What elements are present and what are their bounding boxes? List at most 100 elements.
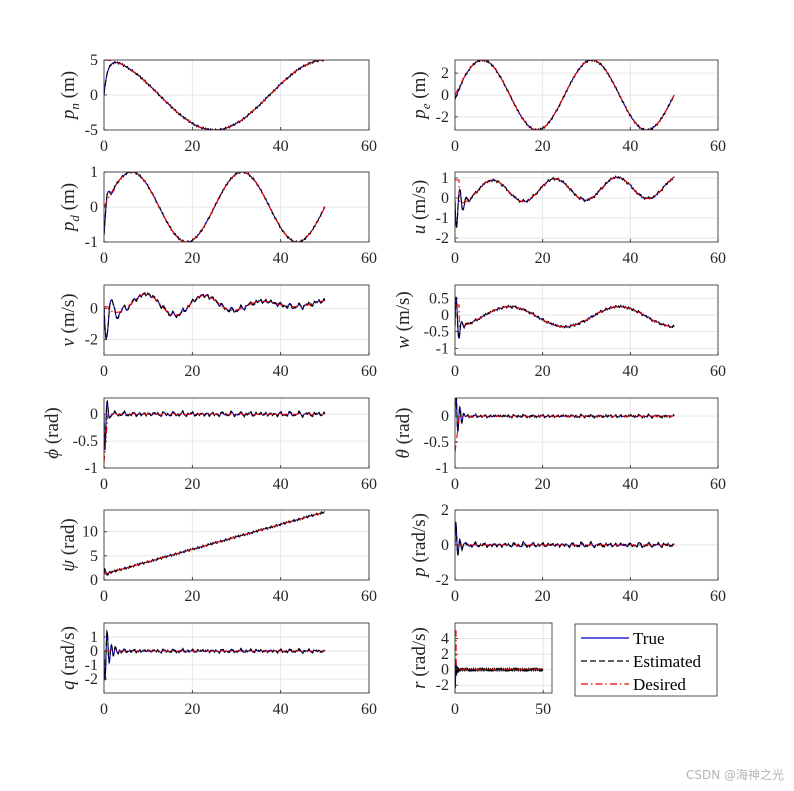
y-tick-label: -0.5 bbox=[424, 434, 449, 451]
x-tick-label: 20 bbox=[184, 138, 200, 155]
x-tick-label: 20 bbox=[535, 250, 551, 267]
axes-box bbox=[103, 284, 370, 356]
series-desired-line bbox=[104, 293, 325, 316]
y-tick-label: -1 bbox=[85, 657, 98, 674]
series-desired-line bbox=[104, 511, 325, 575]
y-axis-label: ψ (rad) bbox=[58, 518, 79, 571]
y-tick-label: -5 bbox=[85, 122, 98, 139]
y-tick-label: -1 bbox=[436, 460, 449, 477]
y-tick-label: 2 bbox=[441, 646, 449, 663]
x-tick-label: 20 bbox=[535, 476, 551, 493]
legend-label-estimated: Estimated bbox=[633, 652, 701, 671]
subplot-w: 0 20 40 60-1-0.500.5w (m/s) bbox=[393, 284, 726, 380]
y-axis-label: ϕ (rad) bbox=[42, 407, 63, 459]
series-estimated-line bbox=[455, 296, 675, 341]
series-estimated-line bbox=[455, 659, 544, 688]
y-tick-label: 1 bbox=[90, 164, 98, 181]
y-tick-label: 0 bbox=[90, 300, 98, 317]
x-tick-label: 40 bbox=[622, 476, 638, 493]
x-tick-label: 50 bbox=[535, 701, 551, 718]
y-axis-label: v (m/s) bbox=[58, 293, 79, 346]
y-tick-label: -2 bbox=[85, 671, 98, 688]
x-tick-label: 40 bbox=[622, 138, 638, 155]
y-tick-label: 5 bbox=[90, 548, 98, 565]
x-tick-label: 0 bbox=[451, 476, 459, 493]
y-tick-label: -1 bbox=[85, 234, 98, 251]
y-axis-label: pd (m) bbox=[58, 183, 82, 233]
axes-box bbox=[103, 397, 370, 469]
x-tick-label: 20 bbox=[184, 476, 200, 493]
x-tick-label: 40 bbox=[273, 363, 289, 380]
subplot-theta: 0 20 40 60 -1 -0.5 0 θ (rad) bbox=[393, 397, 726, 493]
axes-box bbox=[103, 622, 370, 694]
x-tick-label: 40 bbox=[273, 138, 289, 155]
x-tick-label: 20 bbox=[184, 250, 200, 267]
x-tick-label: 20 bbox=[184, 588, 200, 605]
series-estimated-line bbox=[104, 629, 326, 680]
series-true-line bbox=[455, 521, 675, 556]
y-tick-label: 0 bbox=[90, 406, 98, 423]
x-tick-label: 60 bbox=[361, 138, 377, 155]
y-tick-label: 1 bbox=[441, 170, 449, 187]
y-axis-label: θ (rad) bbox=[393, 407, 414, 458]
series-true-line bbox=[455, 658, 544, 689]
legend-label-desired: Desired bbox=[633, 675, 686, 694]
y-tick-label: -1 bbox=[436, 210, 449, 227]
series-desired-line bbox=[455, 630, 544, 670]
y-tick-label: -2 bbox=[436, 677, 449, 694]
y-tick-label: 0 bbox=[441, 408, 449, 425]
x-tick-label: 0 bbox=[100, 363, 108, 380]
x-tick-label: 0 bbox=[100, 476, 108, 493]
x-tick-label: 40 bbox=[273, 476, 289, 493]
series-desired-line bbox=[455, 176, 675, 204]
y-tick-label: 0 bbox=[441, 537, 449, 554]
x-tick-label: 40 bbox=[273, 250, 289, 267]
series-true-line bbox=[104, 400, 326, 451]
x-tick-label: 0 bbox=[100, 250, 108, 267]
series-desired-line bbox=[455, 60, 675, 130]
y-tick-label: 0 bbox=[90, 572, 98, 589]
y-tick-label: 4 bbox=[441, 631, 449, 648]
x-tick-label: 60 bbox=[710, 588, 726, 605]
x-tick-label: 60 bbox=[361, 701, 377, 718]
x-tick-label: 0 bbox=[100, 588, 108, 605]
legend-label-true: True bbox=[633, 629, 665, 648]
y-axis-label: p (rad/s) bbox=[409, 513, 430, 579]
series-estimated-line bbox=[104, 292, 326, 341]
y-axis-label: pn (m) bbox=[58, 71, 82, 121]
subplot-phi: 0 20 40 60 -1 -0.5 0 ϕ (rad) bbox=[42, 397, 377, 493]
y-tick-label: -1 bbox=[85, 460, 98, 477]
y-tick-label: 0 bbox=[441, 190, 449, 207]
series-desired-line bbox=[455, 304, 675, 328]
x-tick-label: 40 bbox=[273, 588, 289, 605]
series-estimated-line bbox=[455, 521, 675, 557]
y-tick-label: -2 bbox=[436, 230, 449, 247]
y-tick-label: -0.5 bbox=[73, 433, 98, 450]
x-tick-label: 0 bbox=[451, 250, 459, 267]
y-axis-label: u (m/s) bbox=[409, 180, 430, 234]
series-true-line bbox=[455, 398, 675, 432]
axes-box bbox=[103, 509, 370, 581]
axes-box bbox=[454, 284, 719, 356]
x-tick-label: 0 bbox=[451, 588, 459, 605]
x-tick-label: 20 bbox=[535, 588, 551, 605]
series-desired-line bbox=[104, 172, 326, 242]
series-true-line bbox=[104, 630, 326, 681]
y-tick-label: 2 bbox=[441, 502, 449, 519]
x-tick-label: 60 bbox=[361, 250, 377, 267]
y-tick-label: 5 bbox=[90, 52, 98, 69]
x-tick-label: 0 bbox=[100, 138, 108, 155]
y-axis-label: r (rad/s) bbox=[409, 627, 430, 689]
x-tick-label: 60 bbox=[710, 476, 726, 493]
y-tick-label: 0 bbox=[441, 87, 449, 104]
x-tick-label: 60 bbox=[361, 476, 377, 493]
x-tick-label: 60 bbox=[361, 588, 377, 605]
x-tick-label: 60 bbox=[710, 138, 726, 155]
